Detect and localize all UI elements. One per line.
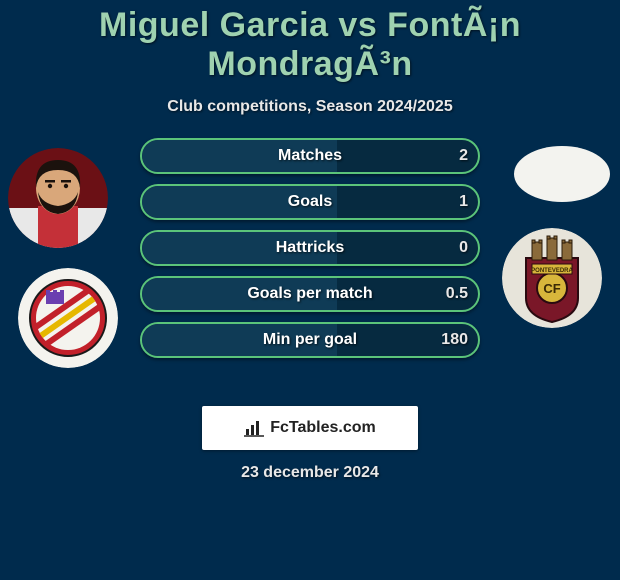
stat-label: Hattricks	[140, 230, 480, 266]
stat-label: Goals	[140, 184, 480, 220]
bar-chart-icon	[244, 419, 264, 437]
stat-row-mpg: Min per goal 180	[140, 322, 480, 358]
stat-label: Min per goal	[140, 322, 480, 358]
subtitle: Club competitions, Season 2024/2025	[0, 98, 620, 116]
stat-right-value: 2	[459, 138, 468, 174]
svg-text:CF: CF	[543, 281, 560, 296]
player2-club-crest: CF PONTEVEDRA	[502, 228, 602, 328]
svg-text:PONTEVEDRA: PONTEVEDRA	[531, 268, 573, 274]
club-crest-pontevedra-icon: CF PONTEVEDRA	[502, 228, 602, 328]
stat-label: Goals per match	[140, 276, 480, 312]
blank-oval-icon	[512, 144, 612, 204]
club-crest-mallorca-icon	[18, 268, 118, 368]
stat-row-goals: Goals 1	[140, 184, 480, 220]
stat-right-value: 180	[441, 322, 468, 358]
stat-row-gpm: Goals per match 0.5	[140, 276, 480, 312]
player1-avatar	[8, 148, 108, 248]
stat-right-value: 0.5	[446, 276, 468, 312]
stat-bars: Matches 2 Goals 1 Hattricks 0 Goals per …	[140, 138, 480, 368]
stat-right-value: 0	[459, 230, 468, 266]
stat-right-value: 1	[459, 184, 468, 220]
player-face-icon	[8, 148, 108, 248]
page-title: Miguel Garcia vs FontÃ¡n MondragÃ³n	[0, 0, 620, 84]
player2-avatar	[512, 144, 612, 204]
brand-box[interactable]: FcTables.com	[202, 406, 418, 450]
stat-row-hattricks: Hattricks 0	[140, 230, 480, 266]
brand-text: FcTables.com	[270, 419, 376, 437]
comparison-stage: CF PONTEVEDRA Matches 2	[0, 138, 620, 398]
stat-label: Matches	[140, 138, 480, 174]
stat-row-matches: Matches 2	[140, 138, 480, 174]
player1-club-crest	[18, 268, 118, 368]
date-text: 23 december 2024	[0, 464, 620, 482]
